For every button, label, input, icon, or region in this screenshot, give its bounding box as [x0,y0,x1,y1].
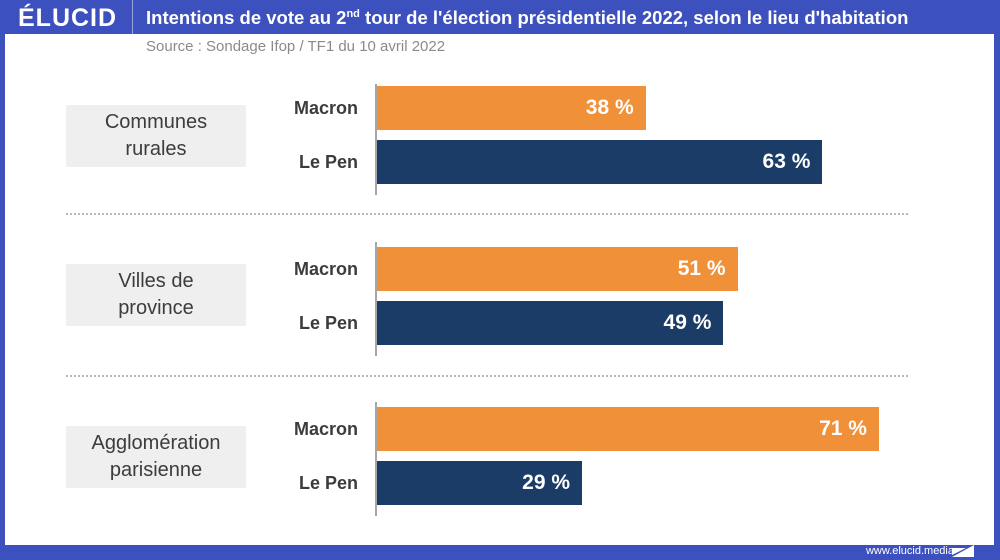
candidate-label-macron: Macron [293,98,358,118]
candidate-label-macron: Macron [293,259,358,279]
category-label-line: province [118,297,194,319]
bar-agglomeration-parisienne-macron: 71 % [377,407,879,451]
category-label-villes-de-province: Villes de province [66,264,246,326]
axis-line [375,402,377,516]
category-label-line: rurales [125,138,187,160]
candidate-label-le-pen: Le Pen [298,473,358,493]
chart-title: Intentions de vote au 2nd tour de l'élec… [146,6,908,30]
elucid-mark-icon [952,545,974,557]
bar-value-label: 29 % [522,471,571,494]
bar-agglomeration-parisienne-le-pen: 29 % [377,461,583,505]
header-divider [132,0,133,34]
bar-value-label: 63 % [762,150,811,173]
candidate-label-le-pen: Le Pen [298,152,358,172]
title-part-1: Intentions de vote au 2 [146,7,347,28]
group-separator [66,213,908,215]
axis-line [375,84,377,195]
category-label-text: Communes rurales [105,109,207,163]
source-note: Source : Sondage Ifop / TF1 du 10 avril … [146,38,446,55]
bar-value-label: 71 % [819,417,867,440]
group-separator [66,375,908,377]
bar-communes-rurales-macron: 38 % [377,86,646,130]
bar-villes-de-province-macron: 51 % [377,247,738,291]
elucid-logo: ÉLUCID [18,4,118,32]
candidate-label-le-pen: Le Pen [298,313,358,333]
category-label-communes-rurales: Communes rurales [66,105,246,167]
category-label-agglomeration-parisienne: Agglomération parisienne [66,426,246,488]
bar-villes-de-province-le-pen: 49 % [377,301,724,345]
category-label-text: Villes de province [118,268,194,322]
category-label-line: Agglomération [91,432,221,454]
title-superscript: nd [346,8,360,20]
category-label-text: Agglomération parisienne [92,430,221,484]
bar-value-label: 38 % [585,96,634,119]
category-label-line: Communes [104,111,208,133]
title-part-2: tour de l'élection présidentielle 2022, … [359,7,909,28]
bar-communes-rurales-le-pen: 63 % [377,140,823,184]
website-link[interactable]: www.elucid.media [865,545,954,557]
category-label-line: parisienne [109,459,203,481]
axis-line [375,242,377,356]
header-bar: ÉLUCID Intentions de vote au 2nd tour de… [0,0,1000,36]
bar-value-label: 49 % [663,311,712,334]
candidate-label-macron: Macron [293,419,358,439]
bar-value-label: 51 % [677,257,726,280]
category-label-line: Villes de [118,270,194,292]
